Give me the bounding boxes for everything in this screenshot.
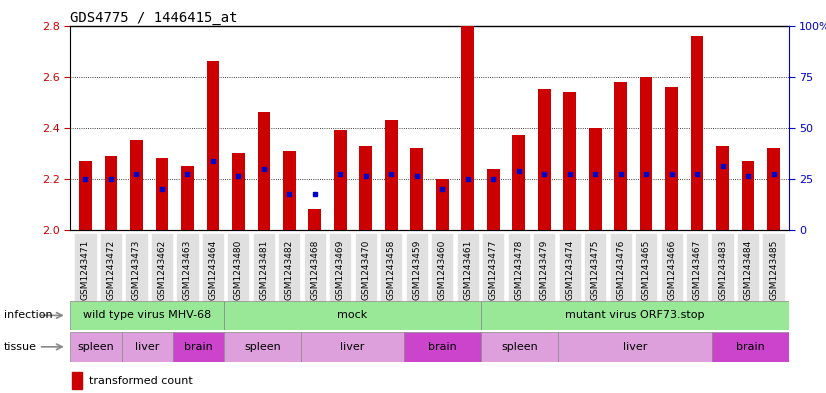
Bar	[283, 151, 296, 230]
Text: spleen: spleen	[78, 342, 114, 352]
Bar	[640, 77, 653, 230]
Bar	[301, 332, 404, 362]
Text: spleen: spleen	[501, 342, 538, 352]
Bar	[462, 26, 474, 230]
Bar	[563, 92, 576, 230]
Text: spleen: spleen	[244, 342, 281, 352]
Text: liver: liver	[135, 342, 159, 352]
Text: brain: brain	[184, 342, 213, 352]
Bar	[385, 120, 397, 230]
Bar	[742, 161, 754, 230]
Text: GDS4775 / 1446415_at: GDS4775 / 1446415_at	[70, 11, 238, 24]
Bar	[481, 301, 789, 330]
Text: tissue: tissue	[4, 342, 37, 352]
Text: mutant virus ORF73.stop: mutant virus ORF73.stop	[565, 310, 705, 320]
Bar	[155, 158, 169, 230]
Text: wild type virus MHV-68: wild type virus MHV-68	[83, 310, 211, 320]
Bar	[224, 301, 481, 330]
Bar	[411, 148, 423, 230]
Text: infection: infection	[4, 310, 53, 320]
Bar	[665, 87, 678, 230]
Bar	[308, 209, 321, 230]
Bar	[716, 145, 729, 230]
Bar	[232, 153, 244, 230]
Bar	[767, 148, 780, 230]
Bar	[481, 332, 558, 362]
Bar	[173, 332, 224, 362]
Bar	[181, 166, 194, 230]
Bar	[487, 169, 500, 230]
Bar	[70, 301, 224, 330]
Bar	[615, 82, 627, 230]
Bar	[436, 179, 449, 230]
Bar	[206, 61, 219, 230]
Bar	[512, 135, 525, 230]
Bar	[79, 161, 92, 230]
Bar	[224, 332, 301, 362]
Bar	[70, 332, 121, 362]
Bar	[121, 332, 173, 362]
Text: brain: brain	[736, 342, 765, 352]
Text: mock: mock	[337, 310, 368, 320]
Bar	[589, 128, 601, 230]
Bar	[105, 156, 117, 230]
Bar	[258, 112, 270, 230]
Bar	[558, 332, 712, 362]
Bar	[691, 36, 704, 230]
Bar	[131, 140, 143, 230]
Text: liver: liver	[340, 342, 365, 352]
Bar	[404, 332, 481, 362]
Bar	[334, 130, 347, 230]
Bar	[359, 145, 373, 230]
Bar	[712, 332, 789, 362]
Text: transformed count: transformed count	[89, 376, 192, 386]
Text: brain: brain	[428, 342, 457, 352]
Bar	[538, 89, 551, 230]
Text: liver: liver	[623, 342, 647, 352]
Bar	[73, 373, 83, 389]
